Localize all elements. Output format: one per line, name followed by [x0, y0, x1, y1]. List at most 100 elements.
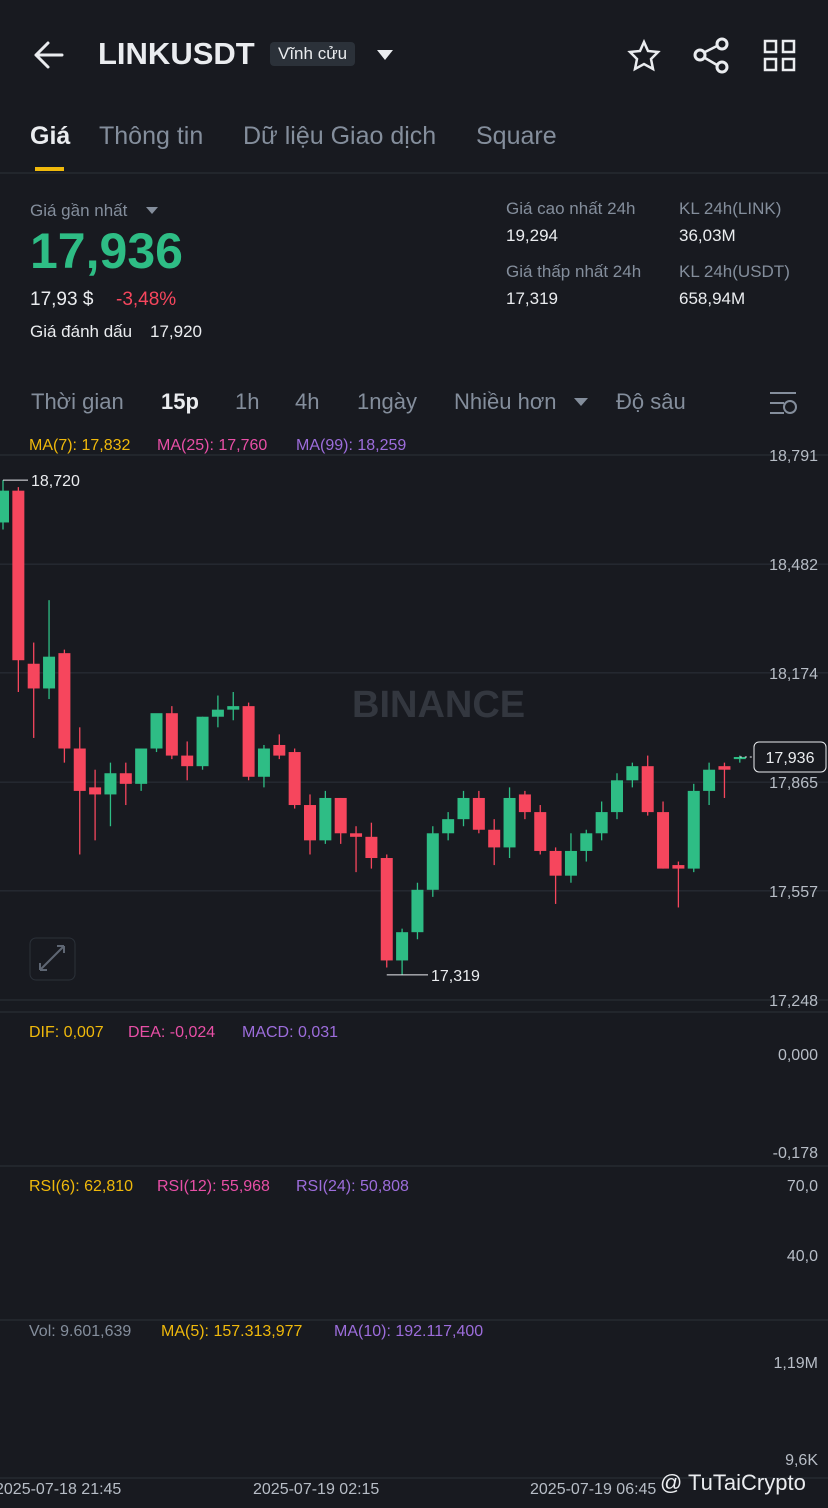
y-tick-label: 17,865 [769, 775, 818, 792]
expand-button[interactable] [29, 937, 76, 981]
candle-body [0, 490, 9, 523]
date-label: 2025-07-18 21:45 [0, 1481, 122, 1498]
interval[interactable]: 4h [295, 389, 320, 414]
contract-badge: Vĩnh cửu [270, 42, 356, 66]
rsi-tick: 70,0 [786, 1178, 818, 1195]
candle-body [411, 889, 424, 933]
candle-body [12, 490, 25, 661]
candle-body [641, 766, 654, 813]
macd-tick: -0,178 [772, 1145, 818, 1162]
stat-value: 19,294 [506, 226, 558, 245]
ma-label: MA(99): 18,259 [296, 437, 407, 454]
candle-body [580, 833, 593, 851]
interval[interactable]: 15p [161, 389, 199, 414]
interval[interactable]: Thời gian [31, 389, 124, 414]
candle-body [135, 748, 148, 784]
vol-label: MA(10): 192.117,400 [334, 1323, 484, 1340]
tab[interactable]: Dữ liệu Giao dịch [243, 122, 437, 150]
y-tick-label: 17,557 [769, 884, 818, 901]
candle-body [304, 805, 316, 841]
price-change: -3,48% [116, 289, 177, 310]
candle-body [165, 713, 178, 756]
ma-label: MA(25): 17,760 [157, 437, 268, 454]
candle-body [288, 752, 301, 806]
expand-icon [39, 945, 65, 971]
low-label: 17,319 [431, 968, 480, 985]
dropdown [574, 398, 588, 406]
candle-body [89, 787, 102, 795]
stat-value: 17,319 [506, 289, 558, 308]
candle-body [457, 797, 470, 820]
footer-watermark: @ TuTaiCrypto [660, 1470, 806, 1495]
candle-body [211, 709, 224, 717]
interval[interactable]: 1h [235, 389, 260, 414]
stat-label: KL 24h(LINK) [679, 199, 782, 218]
candle-body [27, 663, 40, 689]
usd-price: 17,93 $ [30, 289, 94, 310]
mark-price: 17,920 [150, 322, 202, 341]
candle-body [273, 744, 286, 756]
y-tick-label: 17,248 [769, 993, 818, 1010]
rsi-tick: 40,0 [786, 1248, 818, 1265]
candle-body [365, 836, 378, 859]
tab[interactable]: Giá [30, 122, 71, 150]
high-label: 18,720 [31, 473, 80, 490]
vol-label: Vol: 9.601,639 [29, 1323, 132, 1340]
dropdown [146, 207, 158, 214]
candle-body [196, 716, 209, 767]
stat-label: Giá cao nhất 24h [506, 199, 636, 218]
candle-body [104, 773, 117, 795]
y-tick-label: 18,791 [769, 448, 818, 465]
candle-body [442, 819, 455, 834]
candle-body [227, 706, 240, 710]
candle-body [549, 850, 562, 876]
stat-value: 36,03M [679, 226, 736, 245]
candle-body [488, 829, 501, 848]
mark-price-label: Giá đánh dấu [30, 322, 133, 341]
symbol: LINKUSDT [98, 36, 255, 71]
candle-body [181, 755, 194, 767]
candle-body [73, 748, 86, 791]
vol-label: MA(5): 157.313,977 [161, 1323, 303, 1340]
last-price-box [753, 741, 827, 773]
macd-label: DIF: 0,007 [29, 1024, 104, 1041]
candle-body [518, 794, 531, 813]
date-label: 2025-07-19 02:15 [253, 1481, 380, 1498]
y-tick-label: 18,482 [769, 557, 818, 574]
candle-body [396, 932, 409, 961]
interval[interactable]: Độ sâu [616, 389, 686, 414]
ma-label: MA(7): 17,832 [29, 437, 131, 454]
candle-body [334, 797, 347, 834]
candle-body [672, 865, 685, 869]
tab-underline [35, 167, 64, 171]
tab[interactable]: Square [476, 122, 557, 150]
candle-body [58, 653, 71, 749]
dropdown[interactable] [377, 50, 393, 60]
panel-dividers [0, 1011, 828, 1479]
candle-body [472, 797, 485, 830]
candle-body [426, 833, 439, 890]
macd-tick: 0,000 [777, 1047, 818, 1064]
candle-body [503, 797, 516, 848]
tab[interactable]: Thông tin [99, 122, 204, 150]
date-label: 2025-07-19 06:45 [530, 1481, 657, 1498]
candle-body [733, 756, 746, 760]
last-price: 17,936 [30, 223, 183, 279]
candle-body [626, 766, 639, 781]
volume-tick: 9,6K [785, 1452, 818, 1469]
candle-body [611, 780, 623, 813]
interval[interactable]: Nhiều hơn [454, 389, 557, 414]
settings-icon[interactable] [770, 392, 797, 414]
last-price-label: 17,936 [766, 750, 815, 767]
candle-body [657, 812, 670, 869]
candle-body [534, 812, 547, 851]
y-tick-label: 18,174 [769, 666, 818, 683]
candle-body [380, 858, 393, 961]
stat-value: 658,94M [679, 289, 746, 308]
interval[interactable]: 1ngày [357, 389, 417, 414]
candle-body [119, 773, 132, 784]
candle-body [319, 797, 332, 841]
stat-label: KL 24h(USDT) [679, 262, 790, 281]
